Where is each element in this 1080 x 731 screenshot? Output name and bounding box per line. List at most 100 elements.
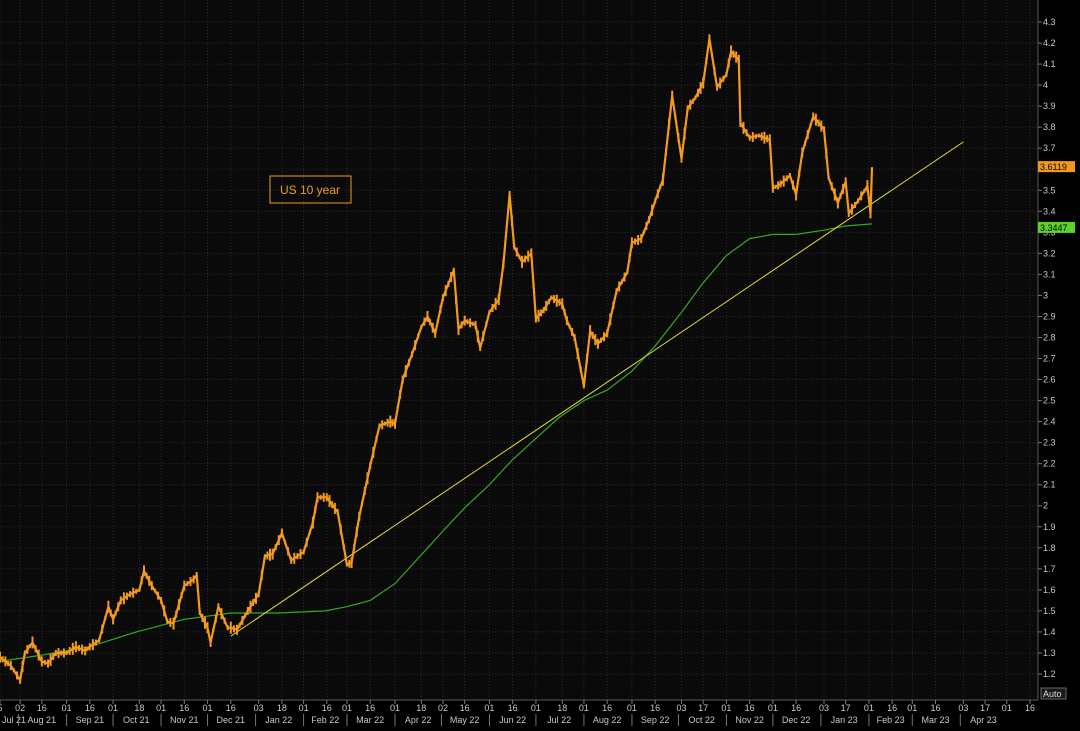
price-candle <box>515 247 518 257</box>
price-candle <box>730 45 733 58</box>
x-tick-label: 16 <box>745 703 755 713</box>
price-candle <box>460 321 463 329</box>
x-month-label: Mar 22 <box>356 715 384 725</box>
price-candle <box>565 316 568 326</box>
auto-scale-button-label[interactable]: Auto <box>1043 689 1062 699</box>
price-candle <box>37 649 40 661</box>
price-candle <box>555 294 558 307</box>
annotation-text: US 10 year <box>280 183 340 197</box>
last-price-value: 3.6119 <box>1040 162 1067 172</box>
price-candle <box>469 318 472 328</box>
price-candle <box>305 537 308 547</box>
price-candle <box>135 588 138 594</box>
price-candle <box>563 309 566 316</box>
price-candle <box>582 383 585 389</box>
price-candle <box>358 511 361 521</box>
price-candle <box>271 548 274 560</box>
price-candle <box>716 83 719 91</box>
price-candle <box>751 132 754 142</box>
y-tick-label: 3.5 <box>1043 185 1056 195</box>
x-tick-label: 01 <box>156 703 166 713</box>
price-candle <box>806 130 809 139</box>
price-candle <box>353 544 356 551</box>
price-candle <box>809 123 812 128</box>
x-tick-label: 16 <box>179 703 189 713</box>
price-candle <box>686 105 689 112</box>
price-candle <box>732 50 735 58</box>
y-tick-label: 1.8 <box>1043 543 1056 553</box>
x-month-label: Feb 22 <box>311 715 339 725</box>
price-candle <box>369 462 372 470</box>
price-candle <box>497 294 500 306</box>
y-tick-label: 4 <box>1043 80 1048 90</box>
y-tick-label: 2.1 <box>1043 480 1056 490</box>
price-candle <box>325 493 328 502</box>
price-candle <box>238 622 241 628</box>
x-tick-label: 01 <box>907 703 917 713</box>
x-tick-label: 16 <box>37 703 47 713</box>
price-candle <box>9 661 12 671</box>
price-candle <box>74 641 77 653</box>
price-candle <box>355 526 358 537</box>
price-candle <box>420 325 423 329</box>
price-candle <box>537 309 540 322</box>
price-candle <box>814 113 817 126</box>
price-candle <box>839 192 842 199</box>
price-candle <box>521 255 523 268</box>
price-candle <box>568 324 571 329</box>
price-candle <box>450 272 453 282</box>
price-candle <box>452 267 455 273</box>
x-month-label: Jul 22 <box>547 715 571 725</box>
x-tick-label: 16 <box>226 703 236 713</box>
price-candle <box>680 154 683 163</box>
price-candle <box>774 184 777 189</box>
price-candle <box>7 661 10 666</box>
price-candle <box>284 540 286 545</box>
price-candle <box>656 189 659 199</box>
price-candle <box>34 645 37 653</box>
price-candle <box>246 606 249 615</box>
moving-average-layer <box>0 223 873 662</box>
price-candle <box>95 639 97 646</box>
price-candle <box>381 420 384 430</box>
price-candle <box>671 90 674 101</box>
price-candle <box>510 215 513 227</box>
price-candle <box>524 255 527 263</box>
y-tick-label: 3.7 <box>1043 143 1056 153</box>
price-candle <box>727 58 730 68</box>
price-candle <box>648 216 650 224</box>
price-candle <box>527 250 530 262</box>
y-tick-label: 2.8 <box>1043 332 1056 342</box>
last-price-tag <box>1038 161 1075 173</box>
price-candle <box>266 551 269 560</box>
price-candle <box>26 645 29 654</box>
price-candle <box>739 119 742 127</box>
price-candle <box>830 182 833 191</box>
price-candle <box>229 621 232 634</box>
price-candle <box>4 656 7 667</box>
price-candle <box>735 51 738 63</box>
grid <box>0 0 1038 700</box>
price-candle <box>71 642 74 655</box>
auto-scale-button[interactable]: Auto <box>1040 687 1067 700</box>
price-candle <box>847 209 850 217</box>
price-candle <box>766 135 769 143</box>
x-tick-label: 16 <box>322 703 332 713</box>
price-candle <box>21 661 24 673</box>
price-candle <box>474 320 477 329</box>
price-candle <box>442 294 444 301</box>
price-candle <box>850 203 853 215</box>
price-candle <box>287 547 290 556</box>
price-candle <box>169 618 172 627</box>
price-candle <box>414 340 417 351</box>
price-candle <box>748 134 751 141</box>
price-candle <box>220 608 223 620</box>
price-candle <box>411 351 413 358</box>
x-month-label: Sep 22 <box>641 715 670 725</box>
auto-scale-button-frame[interactable] <box>1040 687 1067 700</box>
price-candle <box>434 328 437 338</box>
price-candle <box>333 502 336 514</box>
price-candle <box>52 653 55 660</box>
price-layer <box>0 34 874 684</box>
price-candle <box>269 548 271 561</box>
